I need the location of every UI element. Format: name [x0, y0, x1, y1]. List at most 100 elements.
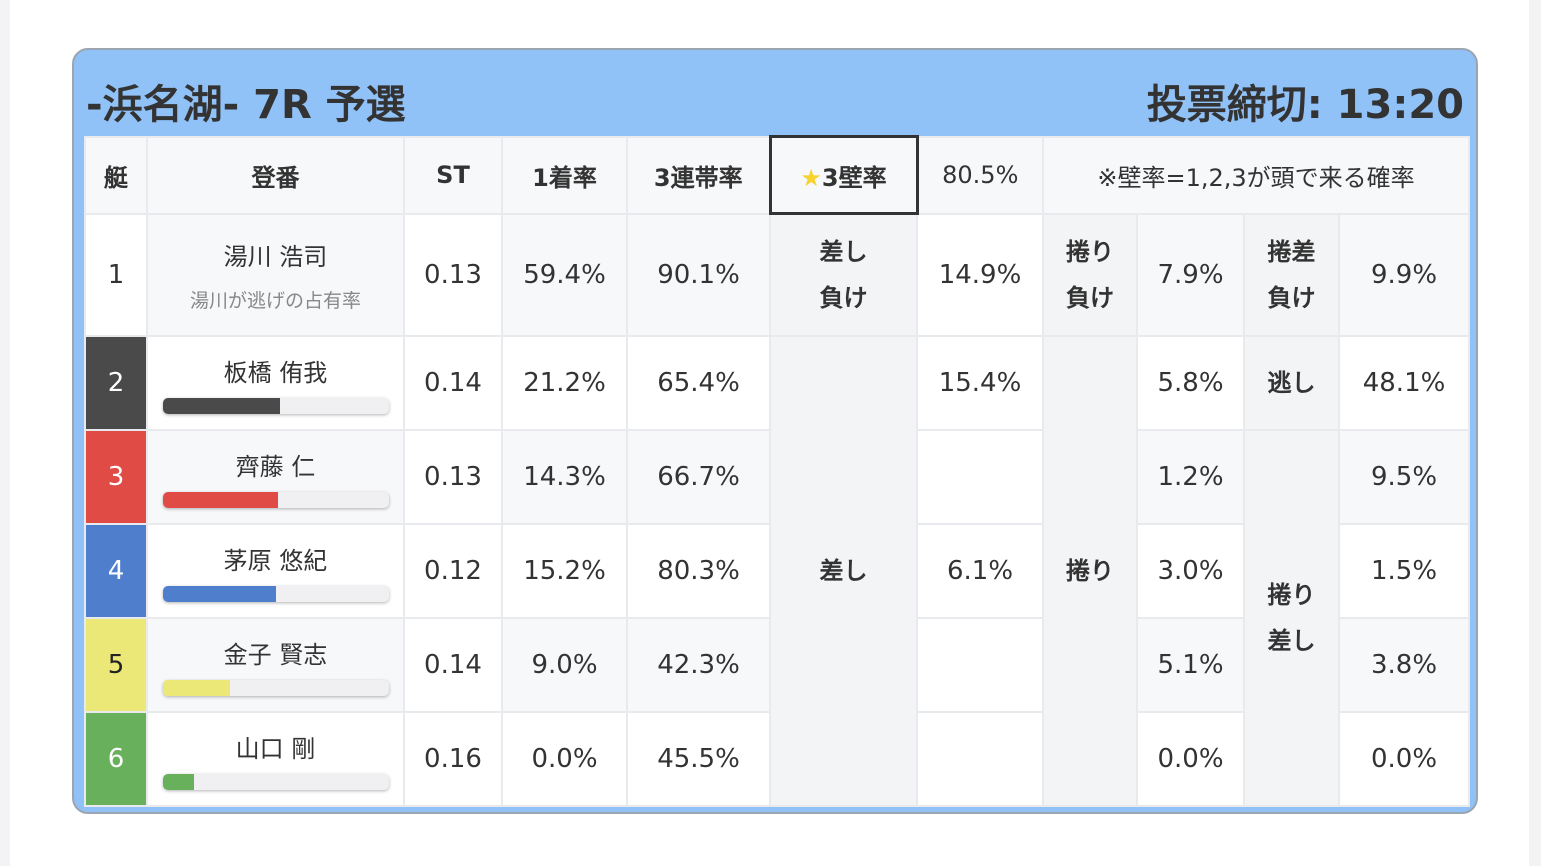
trio-rate-value: 66.7% [626, 429, 771, 525]
racer-cell: 金子 賢志 [146, 617, 405, 713]
label-line: 捲差 [1267, 237, 1316, 266]
header-name: 登番 [146, 135, 405, 215]
header-st: ST [403, 135, 503, 215]
makuri-rate-value: 5.8% [1136, 335, 1245, 431]
racer-cell: 茅原 悠紀 [146, 523, 405, 619]
table-row: 3 齊藤 仁 0.13 14.3% 66.7% 1.2% 捲り 差し 9.5% [84, 429, 1471, 807]
label-line: 差し [819, 238, 868, 266]
st-value: 0.13 [403, 429, 503, 525]
trio-rate-value: 65.4% [626, 335, 771, 431]
racer-name: 湯川 浩司 [223, 242, 328, 271]
race-title: -浜名湖- 7R 予選 [86, 82, 406, 128]
header-trio-rate: 3連帯率 [626, 135, 771, 215]
sashi-rate-value [916, 711, 1044, 807]
first-rate-value: 21.2% [501, 335, 628, 431]
kabe-rate-note: ※壁率=1,2,3が頭で来る確率 [1041, 135, 1471, 215]
share-bar-fill [162, 397, 281, 414]
sashi-rate-value: 6.1% [916, 523, 1044, 619]
label-line: 捲り [1066, 237, 1114, 266]
header-first-rate: 1着率 [501, 135, 628, 215]
boat-number: 2 [84, 335, 148, 431]
racer-cell: 山口 剛 [146, 711, 405, 807]
first-rate-value: 0.0% [501, 711, 628, 807]
boat-number: 3 [84, 429, 148, 525]
sashi-rate-value [916, 429, 1044, 525]
racer-cell: 板橋 侑我 [146, 335, 405, 431]
trio-rate-value: 42.3% [626, 617, 771, 713]
label-line: 捲り [1267, 581, 1316, 609]
sashi-rate-value: 15.4% [916, 335, 1044, 431]
kabe-rate-value: 80.5% [916, 135, 1044, 215]
st-value: 0.14 [403, 617, 503, 713]
table-row: 2 板橋 侑我 0.14 21.2% 65.4% 差し 15.4% 捲り 5.8% 逃し 48.1% [84, 335, 1471, 807]
makuri-make-label: 捲り 負け [1042, 212, 1138, 337]
share-bar [162, 773, 389, 790]
nige-label: 逃し [1243, 335, 1340, 431]
boat-number: 1 [84, 212, 148, 337]
makurisashi-rate-value: 48.1% [1337, 335, 1471, 431]
page-margin-right [1529, 0, 1541, 866]
table-header: 艇 登番 ST 1着率 3連帯率 ★3壁率 80.5% ※壁率=1,2,3が頭で… [84, 135, 1471, 215]
first-rate-value: 15.2% [501, 523, 628, 619]
st-value: 0.12 [403, 523, 503, 619]
share-bar-fill [162, 491, 278, 508]
makuri-rate-value: 3.0% [1136, 523, 1245, 619]
trio-rate-value: 45.5% [626, 711, 771, 807]
page-margin-left [0, 0, 10, 866]
trio-rate-value: 90.1% [626, 212, 771, 337]
makurisashi-label: 捲り 差し [1243, 429, 1340, 807]
kabe-rate-label: 3壁率 [821, 163, 887, 192]
table-row: 1 湯川 浩司 湯川が逃げの占有率 0.13 59.4% 90.1% 差し 負け 14.9% 捲り… [84, 212, 1471, 337]
voting-deadline: 投票締切: 13:20 [1146, 82, 1464, 128]
racer-name: 板橋 侑我 [223, 358, 328, 387]
kabe-rate-header: ★3壁率 [768, 135, 919, 215]
share-bar [162, 585, 389, 602]
racer-name: 金子 賢志 [223, 640, 328, 669]
st-value: 0.16 [403, 711, 503, 807]
share-bar-fill [162, 585, 276, 602]
label-line: 負け [1267, 283, 1316, 312]
race-table: 艇 登番 ST 1着率 3連帯率 ★3壁率 80.5% ※壁率=1,2,3が頭で… [84, 135, 1471, 807]
makurisashi-rate-value: 3.8% [1337, 617, 1471, 713]
share-bar [162, 679, 389, 696]
sashi-label: 差し [769, 335, 918, 807]
boat-number: 5 [84, 617, 148, 713]
makuri-rate-value: 7.9% [1136, 212, 1245, 337]
makurisashi-rate-value: 0.0% [1337, 711, 1471, 807]
share-bar-fill [162, 773, 195, 790]
makuri-rate-value: 0.0% [1136, 711, 1245, 807]
escape-share-label: 湯川が逃げの占有率 [189, 289, 361, 312]
trio-rate-value: 80.3% [626, 523, 771, 619]
star-icon: ★ [800, 163, 822, 192]
racer-name: 山口 剛 [235, 734, 316, 763]
share-bar [162, 397, 389, 414]
header-boat: 艇 [84, 135, 148, 215]
sashi-make-label: 差し 負け [769, 212, 918, 337]
label-line: 負け [1066, 283, 1114, 312]
makurisashi-make-label: 捲差 負け [1243, 212, 1340, 337]
first-rate-value: 59.4% [501, 212, 628, 337]
sashi-rate-value: 14.9% [916, 212, 1044, 337]
boat-number: 4 [84, 523, 148, 619]
table-row: 5 金子 賢志 0.14 9.0% 42.3% 5.1% 3.8% [84, 617, 1471, 713]
makuri-rate-value: 5.1% [1136, 617, 1245, 713]
share-bar [162, 491, 389, 508]
label-line: 差し [1267, 627, 1316, 655]
table-row: 4 茅原 悠紀 0.12 15.2% 80.3% 6.1% 3.0% 1.5% [84, 523, 1471, 619]
racer-name: 齊藤 仁 [235, 452, 316, 481]
makurisashi-rate-value: 1.5% [1337, 523, 1471, 619]
st-value: 0.13 [403, 212, 503, 337]
table-row: 6 山口 剛 0.16 0.0% 45.5% 0.0% 0.0% [84, 711, 1471, 807]
racer-cell: 齊藤 仁 [146, 429, 405, 525]
makurisashi-rate-value: 9.9% [1337, 212, 1471, 337]
makurisashi-rate-value: 9.5% [1337, 429, 1471, 525]
racer-cell: 湯川 浩司湯川が逃げの占有率 [146, 212, 405, 337]
makuri-rate-value: 1.2% [1136, 429, 1245, 525]
first-rate-value: 14.3% [501, 429, 628, 525]
boat-number: 6 [84, 711, 148, 807]
first-rate-value: 9.0% [501, 617, 628, 713]
share-bar-fill [162, 679, 231, 696]
race-card: -浜名湖- 7R 予選 投票締切: 13:20 艇 登番 ST 1着率 3連帯率… [72, 48, 1478, 814]
sashi-rate-value [916, 617, 1044, 713]
st-value: 0.14 [403, 335, 503, 431]
